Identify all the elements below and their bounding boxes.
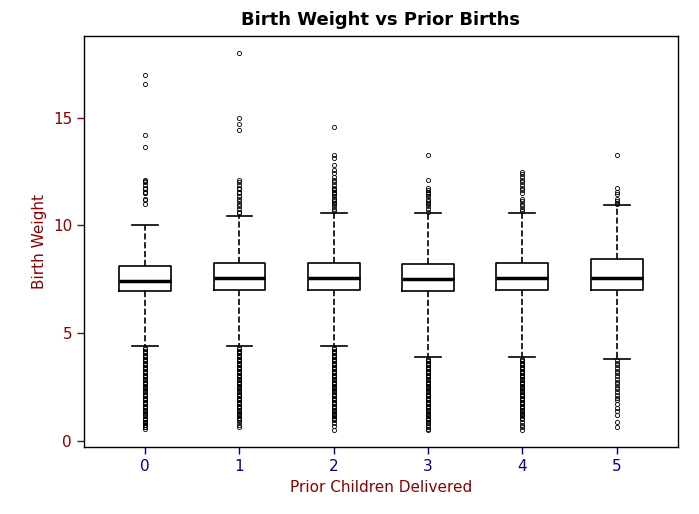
Y-axis label: Birth Weight: Birth Weight bbox=[32, 194, 48, 289]
Title: Birth Weight vs Prior Births: Birth Weight vs Prior Births bbox=[241, 11, 521, 29]
X-axis label: Prior Children Delivered: Prior Children Delivered bbox=[290, 480, 472, 494]
